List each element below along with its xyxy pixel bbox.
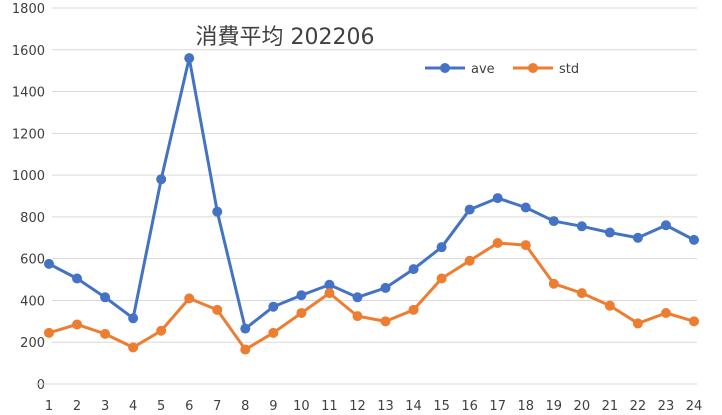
x-tick-label: 3 (101, 399, 109, 414)
data-point-ave (689, 234, 699, 245)
data-point-ave (240, 323, 251, 334)
x-tick-label: 21 (602, 399, 619, 414)
y-tick-label: 1400 (12, 86, 45, 101)
x-tick-label: 10 (293, 399, 310, 414)
series-line-std (47, 241, 696, 352)
x-tick-label: 1 (45, 399, 53, 414)
data-point-ave (184, 53, 195, 64)
data-point-std (352, 311, 363, 322)
data-point-ave (548, 216, 559, 227)
y-tick-label: 600 (20, 253, 45, 268)
data-point-ave (296, 290, 307, 301)
y-axis-ticks: 0 200 400 600 800 1000 1200 1400 1600 1800 (12, 2, 45, 393)
x-tick-label: 14 (405, 399, 422, 414)
y-tick-label: 0 (37, 378, 45, 393)
x-tick-label: 22 (630, 399, 647, 414)
data-point-ave (352, 292, 363, 303)
legend: ave std (425, 62, 579, 77)
x-tick-label: 6 (185, 399, 193, 414)
legend-marker-std (528, 63, 538, 73)
data-point-ave (72, 273, 83, 284)
data-point-ave (156, 174, 167, 185)
x-tick-label: 24 (686, 399, 703, 414)
data-point-ave (464, 204, 475, 215)
y-tick-label: 1800 (12, 2, 45, 17)
x-tick-label: 17 (489, 399, 506, 414)
data-point-ave (128, 313, 139, 324)
data-point-ave (576, 221, 587, 232)
data-point-std (268, 327, 279, 338)
data-point-std (408, 304, 419, 315)
data-point-std (660, 307, 671, 318)
x-tick-label: 8 (241, 399, 249, 414)
series-std (44, 238, 699, 355)
data-point-std (156, 325, 167, 336)
legend-item-std: std (513, 62, 579, 77)
y-tick-label: 200 (20, 336, 45, 351)
series-group (44, 53, 699, 355)
y-tick-label: 1200 (12, 127, 45, 142)
data-point-std (212, 304, 223, 315)
data-point-ave (380, 282, 391, 293)
y-tick-label: 1000 (12, 169, 45, 184)
data-point-ave (632, 232, 643, 243)
data-point-std (604, 300, 615, 311)
x-axis-ticks: 1 2 3 4 5 6 7 8 9 10 11 12 13 14 15 16 17 18 19 20 21 22 23 24 (45, 399, 702, 414)
data-point-std (72, 319, 83, 330)
x-tick-label: 16 (461, 399, 478, 414)
x-tick-label: 9 (269, 399, 277, 414)
data-point-std (324, 288, 335, 299)
x-tick-label: 12 (349, 399, 366, 414)
legend-label-ave: ave (471, 62, 495, 77)
data-point-std (689, 316, 699, 327)
x-tick-label: 5 (157, 399, 165, 414)
x-tick-label: 4 (129, 399, 137, 414)
series-line-ave (47, 56, 696, 331)
legend-item-ave: ave (425, 62, 495, 77)
chart-title: 消費平均 202206 (196, 25, 375, 50)
data-point-ave (100, 292, 111, 303)
legend-label-std: std (559, 62, 579, 77)
data-point-std (632, 318, 643, 329)
data-point-std (548, 278, 559, 289)
data-point-std (100, 328, 111, 339)
x-tick-label: 2 (73, 399, 81, 414)
data-point-ave (492, 193, 503, 204)
data-point-std (296, 307, 307, 318)
data-point-ave (212, 206, 223, 217)
x-tick-label: 7 (213, 399, 221, 414)
data-point-std (464, 255, 475, 266)
data-point-ave (408, 264, 419, 275)
data-point-ave (436, 242, 447, 253)
data-point-std (576, 288, 587, 299)
legend-marker-ave (440, 63, 450, 73)
y-tick-label: 1600 (12, 44, 45, 59)
x-tick-label: 19 (546, 399, 563, 414)
data-point-ave (660, 220, 671, 231)
data-point-std (44, 327, 54, 338)
data-point-ave (324, 279, 335, 290)
data-point-std (128, 342, 139, 353)
x-tick-label: 23 (658, 399, 675, 414)
data-point-std (184, 293, 195, 304)
x-tick-label: 13 (377, 399, 394, 414)
data-point-ave (520, 202, 531, 213)
data-point-ave (604, 227, 615, 238)
x-tick-label: 15 (433, 399, 450, 414)
y-tick-label: 400 (20, 294, 45, 309)
data-point-std (436, 273, 447, 284)
data-point-ave (268, 301, 279, 312)
data-point-std (520, 240, 531, 251)
x-tick-label: 20 (574, 399, 591, 414)
data-point-std (492, 238, 503, 248)
x-tick-label: 18 (517, 399, 534, 414)
y-tick-label: 800 (20, 211, 45, 226)
data-point-std (380, 316, 391, 327)
data-point-std (240, 344, 251, 355)
x-tick-label: 11 (321, 399, 338, 414)
data-point-ave (44, 258, 54, 269)
series-ave (44, 53, 699, 334)
